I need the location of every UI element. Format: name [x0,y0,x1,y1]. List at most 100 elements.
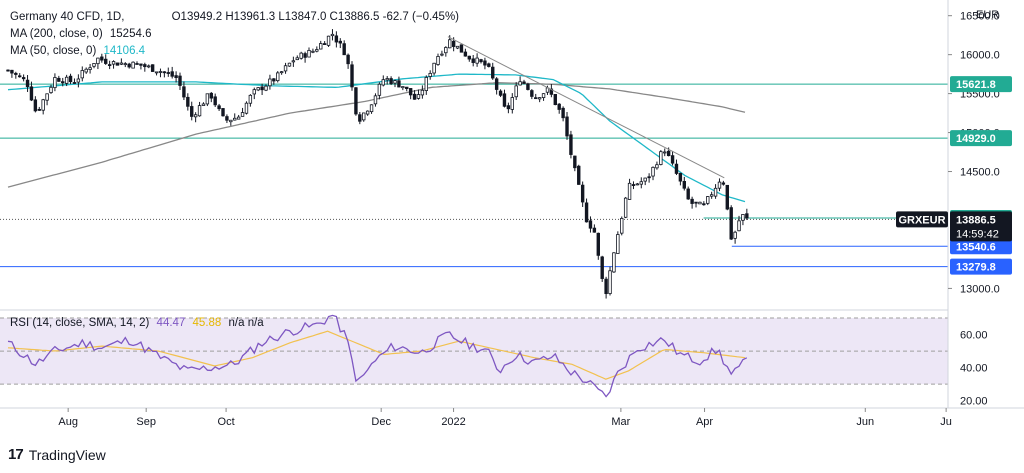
candle-body [330,33,335,37]
candle-body [510,97,514,110]
ma50-legend[interactable]: MA (50, close, 0) 14106.4 [10,44,149,58]
candle-body [389,78,393,85]
candle-body [29,86,34,101]
candle-body [522,81,526,84]
candle-body [561,107,565,119]
ma200-value: 15254.6 [109,28,152,40]
candle-body [362,112,366,121]
candle-body [393,80,397,84]
candle-body [170,71,174,77]
rsi-tick-label: 40.00 [960,363,988,375]
candle-body [408,88,413,96]
candle-body [311,50,315,53]
candle-body [111,61,116,65]
candle-body [236,116,241,120]
candle-body [123,63,127,66]
time-tick-label: Oct [218,416,235,428]
time-tick-label: 2022 [441,416,465,428]
candle-body [295,57,299,61]
candle-body [131,61,135,69]
candle-body [459,44,464,53]
candle-body [440,53,444,56]
candle-body [592,227,597,233]
level-label: 15621.8 [956,79,996,91]
candle-body [534,97,538,100]
candle-body [315,49,319,52]
candle-body [186,96,190,107]
candle-body [717,181,722,189]
candle-body [221,108,225,117]
candle-body [584,202,589,223]
candle-body [709,194,714,197]
candle-body [420,89,425,96]
candle-body [737,220,741,232]
candle-body [604,278,608,295]
candle-body [135,63,139,65]
rsi-panel [0,314,948,398]
candle-body [72,82,77,84]
candle-body [416,94,421,99]
countdown: 14:59:42 [956,228,999,240]
candle-body [608,270,612,294]
candle-body [45,93,49,101]
candle-body [68,75,73,83]
candle-body [256,87,260,91]
level-label: 13279.8 [956,262,996,274]
time-tick-label: Dec [371,416,391,428]
candle-body [338,40,342,44]
candle-body [217,105,221,110]
candle-body [639,181,643,185]
ma50-path [7,73,746,203]
candle-body [25,79,30,88]
level-badge [950,258,1012,275]
ma50-value: 14106.4 [103,45,146,57]
candle-body [424,77,428,91]
rsi-value: 44.47 [156,317,186,329]
candle-body [240,112,245,117]
rsi-tick-label: 60.00 [960,330,988,342]
rsi-legend[interactable]: RSI (14, close, SMA, 14, 2) 44.47 45.88 … [10,316,268,330]
candle-body [627,182,632,200]
candle-body [33,99,38,112]
candle-body [334,35,339,43]
candle-body [287,62,292,67]
candle-body [377,83,382,96]
time-tick-label: Aug [58,416,78,428]
candle-body [6,69,10,72]
candle-body [209,92,213,99]
candle-body [182,86,186,98]
ticker-badge [896,211,948,228]
candle-body [678,172,683,182]
candle-body [487,63,491,67]
candle-body [381,79,385,86]
level-label: 14929.0 [956,133,996,145]
candle-body [158,71,163,73]
candle-body [666,150,671,157]
candle-body [659,151,663,165]
last-price-value: 13886.5 [956,214,996,226]
candle-body [96,57,100,65]
candle-body [225,116,229,121]
candle-body [537,97,542,100]
axis-labels: 16500.016000.015500.015000.014500.013000… [58,9,1012,428]
tradingview-brand[interactable]: 17 TradingView [8,446,106,463]
candle-body [577,165,581,185]
ma50-label: MA (50, close, 0) [10,45,97,57]
candle-body [596,232,600,256]
ma200-legend[interactable]: MA (200, close, 0) 15254.6 [10,27,155,41]
candle-body [643,177,647,182]
candle-body [565,116,569,137]
candle-body [479,59,483,63]
candle-body [229,119,233,123]
candle-body [154,71,159,74]
tradingview-name: TradingView [28,446,106,463]
candle-body [350,64,354,88]
candle-body [471,58,475,63]
candle-body [61,81,65,84]
candle-body [491,66,495,79]
candle-body [104,58,108,64]
candle-body [358,114,362,122]
candle-body [264,85,268,91]
candle-body [49,86,53,94]
